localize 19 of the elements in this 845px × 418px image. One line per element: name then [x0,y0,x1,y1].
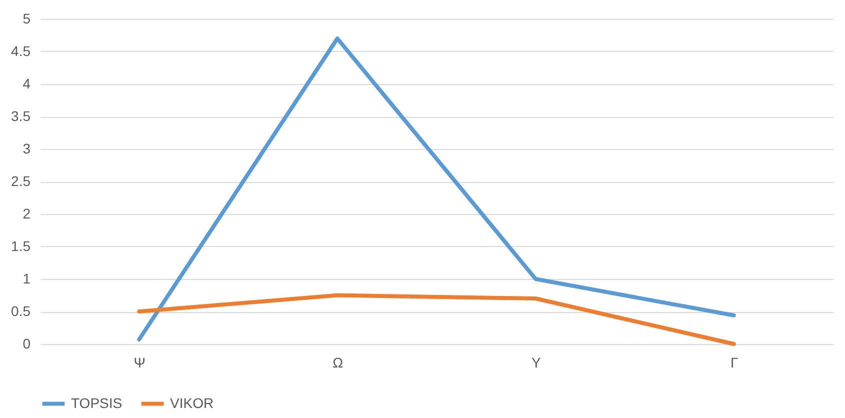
line-series [137,293,736,346]
y-tick-label: 0 [22,336,31,352]
y-tick-label: 0.5 [11,303,31,319]
x-tick-label: Υ [531,354,542,370]
y-tick-label: 4 [22,76,31,92]
y-tick-label: 5 [22,10,31,26]
y-tick-label: 3.5 [11,108,31,124]
x-tick-label: Ω [332,354,344,370]
x-tick-label: Ψ [134,354,146,370]
y-tick-label: 1 [22,270,31,286]
y-tick-label: 1.5 [11,238,31,254]
line-series [137,36,736,342]
y-tick-label: 2 [22,206,31,222]
y-tick-label: 2.5 [11,173,31,189]
y-tick-label: 4.5 [11,43,31,59]
legend-label: VIKOR [170,394,214,411]
x-tick-label: Γ [730,354,739,370]
legend-label: TOPSIS [71,394,122,411]
y-tick-label: 3 [22,140,31,156]
